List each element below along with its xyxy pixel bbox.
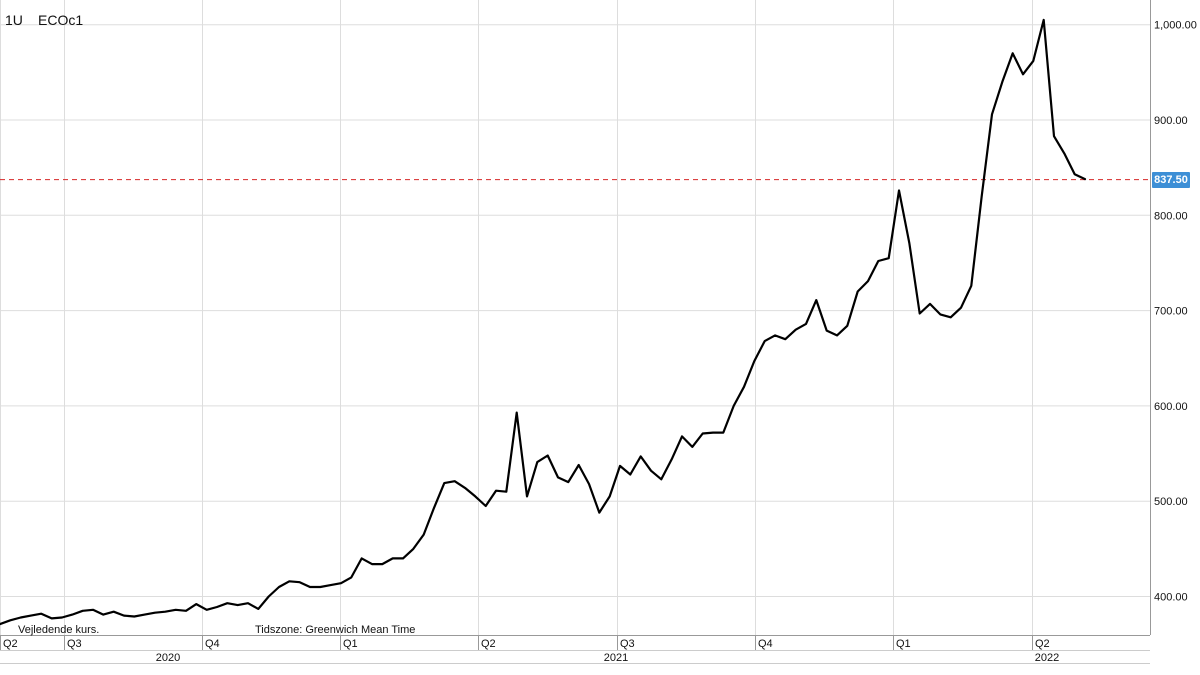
x-quarter-label: Q1 — [343, 638, 358, 650]
y-tick-label: 1,000.00 — [1154, 20, 1197, 32]
y-tick-label: 800.00 — [1154, 210, 1188, 222]
x-year-label: 2021 — [604, 652, 628, 664]
indicative-note: Vejledende kurs. — [18, 624, 100, 636]
y-tick-label: 500.00 — [1154, 496, 1188, 508]
interval-label[interactable]: 1U — [5, 12, 23, 28]
y-tick-label: 900.00 — [1154, 115, 1188, 127]
x-quarter-label: Q1 — [896, 638, 911, 650]
x-quarter-label: Q2 — [1035, 638, 1050, 650]
y-tick-label: 400.00 — [1154, 592, 1188, 604]
price-series-line — [0, 18, 1087, 626]
x-year-label: 2022 — [1035, 652, 1059, 664]
x-quarter-label: Q3 — [620, 638, 635, 650]
y-tick-label: 600.00 — [1154, 401, 1188, 413]
symbol-label: ECOc1 — [38, 12, 84, 28]
x-quarter-label: Q4 — [758, 638, 773, 650]
x-quarter-label: Q2 — [3, 638, 18, 650]
x-quarter-label: Q2 — [481, 638, 496, 650]
x-quarter-label: Q3 — [67, 638, 82, 650]
y-tick-label: 700.00 — [1154, 306, 1188, 318]
timezone-note: Tidszone: Greenwich Mean Time — [255, 624, 416, 636]
last-price-badge: 837.50 — [1152, 172, 1190, 188]
x-quarter-label: Q4 — [205, 638, 220, 650]
x-year-label: 2020 — [156, 652, 180, 664]
